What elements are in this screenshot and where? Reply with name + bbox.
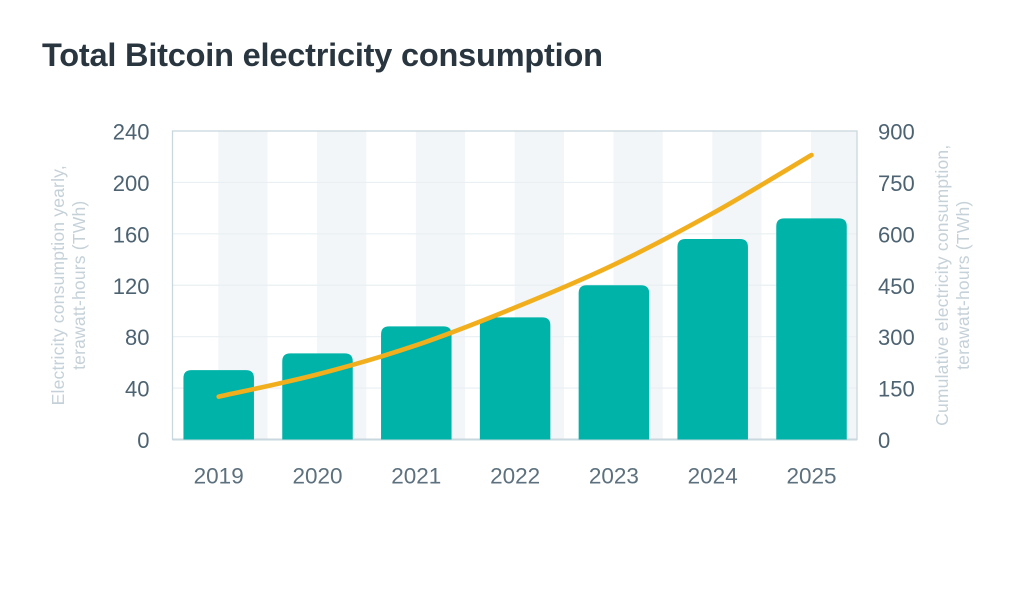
- bar-2021: [381, 326, 452, 440]
- y-left-tick-240: 240: [113, 120, 150, 145]
- y-right-tick-750: 750: [878, 171, 915, 196]
- right-axis-title-line1: Cumulative electricity consumption,: [932, 145, 952, 426]
- y-left-tick-160: 160: [113, 222, 150, 247]
- x-label-2020: 2020: [292, 464, 342, 489]
- y-right-tick-900: 900: [878, 120, 915, 145]
- y-right-tick-300: 300: [878, 325, 915, 350]
- bar-2022: [479, 317, 551, 440]
- chart-canvas: 0 40 80 120 160 200 240 0 150 300 450 600 750 900 2019…: [48, 120, 973, 489]
- x-label-2021: 2021: [391, 464, 441, 489]
- y-right-tick-600: 600: [878, 222, 915, 247]
- bar-2019: [183, 370, 254, 440]
- y-left-tick-40: 40: [125, 377, 149, 402]
- x-label-2022: 2022: [490, 464, 540, 489]
- bar-2023: [578, 285, 650, 440]
- y-left-tick-80: 80: [125, 325, 149, 350]
- bar-2020: [282, 353, 353, 440]
- cumulative-line: [216, 152, 814, 399]
- footer: cointelegraph.com source: ccaf.io: [0, 515, 1024, 595]
- x-label-2023: 2023: [589, 464, 639, 489]
- y-left-tick-0: 0: [137, 428, 149, 453]
- left-axis-title: Electricity consumption yearly,terawatt-…: [48, 165, 89, 405]
- x-label-2024: 2024: [688, 464, 738, 489]
- y-left-tick-120: 120: [113, 274, 150, 299]
- left-axis-title-line2: terawatt-hours (TWh): [69, 201, 89, 370]
- y-right-tick-150: 150: [878, 377, 915, 402]
- x-label-2025: 2025: [786, 464, 836, 489]
- left-axis-title-line1: Electricity consumption yearly,: [48, 165, 68, 405]
- y-right-tick-0: 0: [878, 428, 890, 453]
- y-right-tick-450: 450: [878, 274, 915, 299]
- y-left-tick-200: 200: [113, 171, 150, 196]
- bar-2025: [776, 218, 847, 440]
- page-title: Total Bitcoin electricity consumption: [42, 37, 603, 73]
- right-axis-title: Cumulative electricity consumption,teraw…: [932, 145, 973, 426]
- x-label-2019: 2019: [194, 464, 244, 489]
- right-axis-title-line2: terawatt-hours (TWh): [953, 201, 973, 370]
- bar-2024: [677, 238, 748, 440]
